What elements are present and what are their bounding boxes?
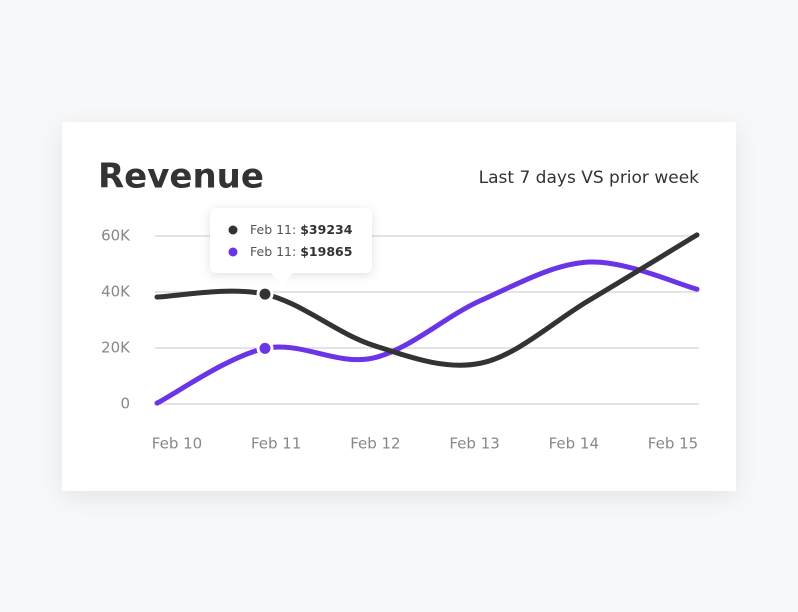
tooltip-pointer — [270, 272, 294, 286]
chart-title: Revenue — [98, 157, 264, 197]
tooltip-value: $19865 — [300, 244, 352, 259]
x-tick-label: Feb 10 — [152, 435, 202, 453]
y-tick-label: 40K — [101, 283, 131, 301]
tooltip-text: Feb 11: $19865 — [250, 244, 352, 259]
tooltip-text: Feb 11: $39234 — [250, 222, 353, 237]
x-tick-label: Feb 14 — [549, 435, 599, 453]
card — [62, 122, 736, 491]
series-line — [154, 259, 700, 406]
tooltip-value: $39234 — [300, 222, 352, 237]
y-tick-label: 60K — [101, 227, 131, 245]
point-marker — [256, 285, 274, 303]
point-marker — [256, 339, 274, 357]
chart-subtitle: Last 7 days VS prior week — [479, 168, 700, 188]
tooltip-dot — [228, 225, 238, 235]
x-tick-label: Feb 15 — [648, 435, 698, 453]
x-tick-label: Feb 12 — [350, 435, 400, 453]
y-tick-label: 0 — [120, 395, 130, 413]
x-tick-label: Feb 11 — [251, 435, 301, 453]
y-tick-label: 20K — [101, 339, 131, 357]
x-tick-label: Feb 13 — [449, 435, 499, 453]
tooltip-label: Feb 11: — [250, 244, 296, 259]
tooltip-dot — [228, 247, 238, 257]
tooltip-label: Feb 11: — [250, 222, 296, 237]
tooltip-box — [210, 208, 372, 273]
